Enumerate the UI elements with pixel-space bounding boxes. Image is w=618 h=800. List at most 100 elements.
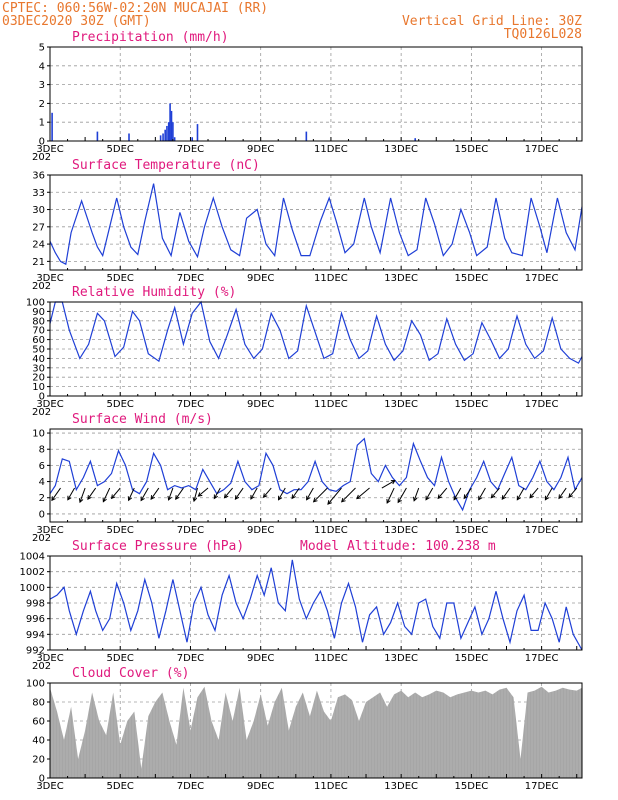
precip-bar <box>170 110 173 141</box>
wind-series <box>49 437 583 512</box>
wind-arrow <box>558 487 567 499</box>
precip-bar <box>169 103 171 141</box>
y-tick-label: 10 <box>32 382 45 393</box>
wind-arrow-head <box>453 495 458 501</box>
temperature-panel: 21 24 27 30 33 36 3DEC 5DEC 7DEC 9DEC 11DEC 13DEC 15… <box>32 158 583 292</box>
x-day-label: 11DEC <box>314 273 348 284</box>
header-grid-note: Vertical Grid Line: 30Z <box>402 14 582 29</box>
y-tick-label: 2 <box>39 99 45 110</box>
x-day-label: 9DEC <box>247 399 274 410</box>
wind-arrow-head <box>234 495 240 500</box>
x-day-label: 11DEC <box>314 653 348 664</box>
wind-arrow <box>102 487 111 502</box>
y-tick-label: 30 <box>32 205 45 216</box>
wind-arrow <box>175 487 184 500</box>
wind-arrow <box>79 487 86 503</box>
x-day-label: 5DEC <box>107 144 134 155</box>
y-tick-label: 10 <box>32 429 45 440</box>
panels: 0 1 2 3 4 5 3DEC 5DEC 7DEC 9DEC 11DEC 13DEC 15DEC 17D… <box>20 30 583 792</box>
x-day-label: 7DEC <box>177 399 204 410</box>
x-day-label: 5DEC <box>107 781 134 792</box>
x-day-label: 15DEC <box>455 781 489 792</box>
wind-arrow-head <box>167 495 172 501</box>
humidity-series <box>49 300 583 364</box>
x-day-label: 3DEC <box>36 273 63 284</box>
x-year-fragment: 202 <box>32 661 51 672</box>
x-day-label: 17DEC <box>525 399 559 410</box>
wind-arrow <box>111 487 121 499</box>
wind-arrow <box>128 487 135 501</box>
wind-arrow <box>250 487 258 500</box>
wind-arrow-head <box>78 498 84 504</box>
wind-arrow <box>193 487 198 502</box>
precip-bar <box>96 131 99 141</box>
wind-arrow-head <box>175 495 180 500</box>
y-tick-label: 33 <box>32 188 45 199</box>
x-day-label: 3DEC <box>36 653 63 664</box>
wind-panel: 0 2 4 6 8 10 3DEC 5DEC 7DEC 9DEC 11DEC 13DEC 15DEC 17… <box>32 412 583 544</box>
x-day-label: 7DEC <box>177 653 204 664</box>
wind-arrow <box>213 487 221 499</box>
precip-bar <box>172 122 174 141</box>
wind-arrow-head <box>437 494 443 500</box>
wind-arrow-head <box>544 495 550 501</box>
x-day-label: 11DEC <box>314 525 348 536</box>
y-tick-label: 70 <box>32 326 45 337</box>
precip-bar <box>305 131 308 141</box>
x-day-label: 3DEC <box>36 144 63 155</box>
wind-arrow-head <box>340 497 346 503</box>
precip-bar <box>159 135 162 141</box>
precip-bar <box>414 138 417 141</box>
wind-arrow-head <box>262 493 268 499</box>
wind-arrow-head <box>127 496 133 502</box>
y-tick-label: 1002 <box>20 567 45 578</box>
x-day-label: 13DEC <box>384 273 418 284</box>
x-day-label: 13DEC <box>384 781 418 792</box>
wind-arrow-head <box>463 494 468 500</box>
wind-arrow-head <box>478 495 483 501</box>
x-day-label: 17DEC <box>525 781 559 792</box>
x-day-label: 7DEC <box>177 781 204 792</box>
wind-arrow <box>544 487 553 500</box>
x-day-label: 3DEC <box>36 525 63 536</box>
wind-arrow <box>453 487 462 500</box>
wind-arrow <box>463 487 472 499</box>
x-day-label: 7DEC <box>177 273 204 284</box>
wind-arrow-head <box>490 493 496 499</box>
wind-arrow-head <box>250 494 255 500</box>
y-tick-label: 6 <box>39 461 45 472</box>
precip-bar <box>173 137 176 141</box>
wind-arrow-head <box>192 497 198 503</box>
precipitation-panel: 0 1 2 3 4 5 3DEC 5DEC 7DEC 9DEC 11DEC 13DEC 15DEC 17D… <box>32 30 583 163</box>
panel-frame <box>49 174 583 271</box>
x-year-fragment: 202 <box>32 152 51 163</box>
wind-arrow <box>413 487 420 501</box>
y-tick-label: 992 <box>26 646 45 657</box>
precip-bar <box>166 125 168 141</box>
x-day-label: 17DEC <box>525 273 559 284</box>
y-tick-label: 996 <box>26 614 45 625</box>
y-tick-label: 4 <box>39 477 45 488</box>
y-tick-label: 0 <box>39 137 45 148</box>
wind-arrow-head <box>150 495 155 500</box>
wind-arrow <box>490 487 500 499</box>
wind-arrow <box>386 487 395 504</box>
temperature-series <box>49 183 583 266</box>
x-year-fragment: 202 <box>32 533 51 544</box>
wind-arrow <box>437 487 448 499</box>
y-tick-label: 100 <box>26 679 45 690</box>
wind-arrow <box>140 487 149 501</box>
x-day-label: 15DEC <box>455 273 489 284</box>
precip-bar <box>162 133 164 141</box>
wind-arrow-head <box>67 495 72 501</box>
y-tick-label: 0 <box>39 392 45 403</box>
wind-arrow <box>381 480 396 489</box>
y-tick-label: 24 <box>32 240 45 251</box>
x-day-label: 9DEC <box>247 525 274 536</box>
wind-arrow-head <box>278 495 283 501</box>
wind-arrow-head <box>291 494 296 500</box>
y-tick-label: 2 <box>39 493 45 504</box>
x-day-label: 5DEC <box>107 399 134 410</box>
wind-arrow <box>356 487 370 500</box>
